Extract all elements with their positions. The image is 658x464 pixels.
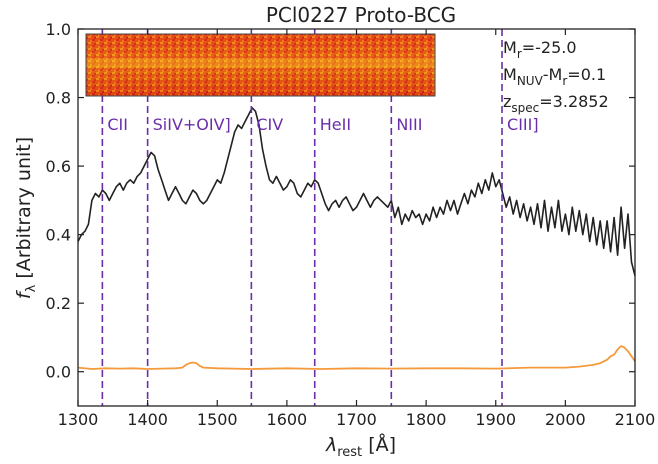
emission-line-label: CIV — [256, 115, 283, 134]
emission-line-label: CII — [107, 115, 128, 134]
emission-line-label: CIII] — [507, 115, 539, 134]
axis-ticks: 1300 1400 1500 1600 1700 1800 1900 2000 2100 0.0 0… — [46, 20, 656, 429]
x-tick-label: 2000 — [545, 410, 586, 429]
galaxy-properties: Mr=-25.0 MNUV-Mr=0.1 zspec=3.2852 — [503, 38, 609, 115]
x-tick-label: 1700 — [336, 410, 377, 429]
x-axis-label: λrest [Å] — [325, 433, 396, 460]
x-tick-label: 1900 — [475, 410, 516, 429]
y-tick-label: 0.4 — [46, 226, 71, 245]
y-tick-label: 0.0 — [46, 363, 71, 382]
x-tick-label: 2100 — [615, 410, 656, 429]
emission-line-label: HeII — [320, 115, 351, 134]
x-tick-label: 1300 — [58, 410, 99, 429]
x-tick-label: 1600 — [267, 410, 308, 429]
y-tick-label: 0.8 — [46, 89, 71, 108]
x-tick-label: 1400 — [127, 410, 168, 429]
galaxy-property-text: MNUV-Mr=0.1 — [503, 65, 606, 88]
y-axis-label: fλ [Arbitrary unit] — [13, 137, 39, 299]
spectrum-2d-image — [85, 33, 436, 97]
error-spectrum-line — [77, 345, 636, 370]
galaxy-property-text: zspec=3.2852 — [503, 92, 609, 115]
emission-line-label: NIII — [396, 115, 422, 134]
plot-area: CII SiIV+OIV] CIV HeII NIII CIII] — [77, 29, 636, 406]
galaxy-property-text: Mr=-25.0 — [503, 38, 577, 61]
emission-line-label: SiIV+OIV] — [153, 115, 231, 134]
y-tick-label: 0.2 — [46, 294, 71, 313]
flux-spectrum-line — [77, 107, 636, 276]
y-tick-label: 0.6 — [46, 157, 71, 176]
y-tick-label: 1.0 — [46, 20, 71, 39]
x-tick-label: 1800 — [406, 410, 447, 429]
chart-title: PCl0227 Proto-BCG — [266, 3, 456, 27]
x-tick-label: 1500 — [197, 410, 238, 429]
